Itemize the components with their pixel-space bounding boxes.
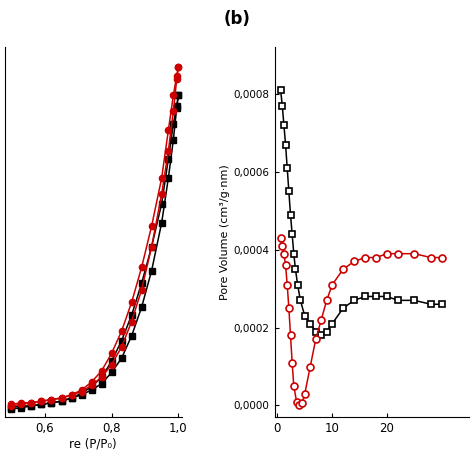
Text: (b): (b) [224,10,250,28]
Y-axis label: Pore Volume (cm³/g·nm): Pore Volume (cm³/g·nm) [219,164,229,300]
X-axis label: re (P/P₀): re (P/P₀) [69,438,117,451]
